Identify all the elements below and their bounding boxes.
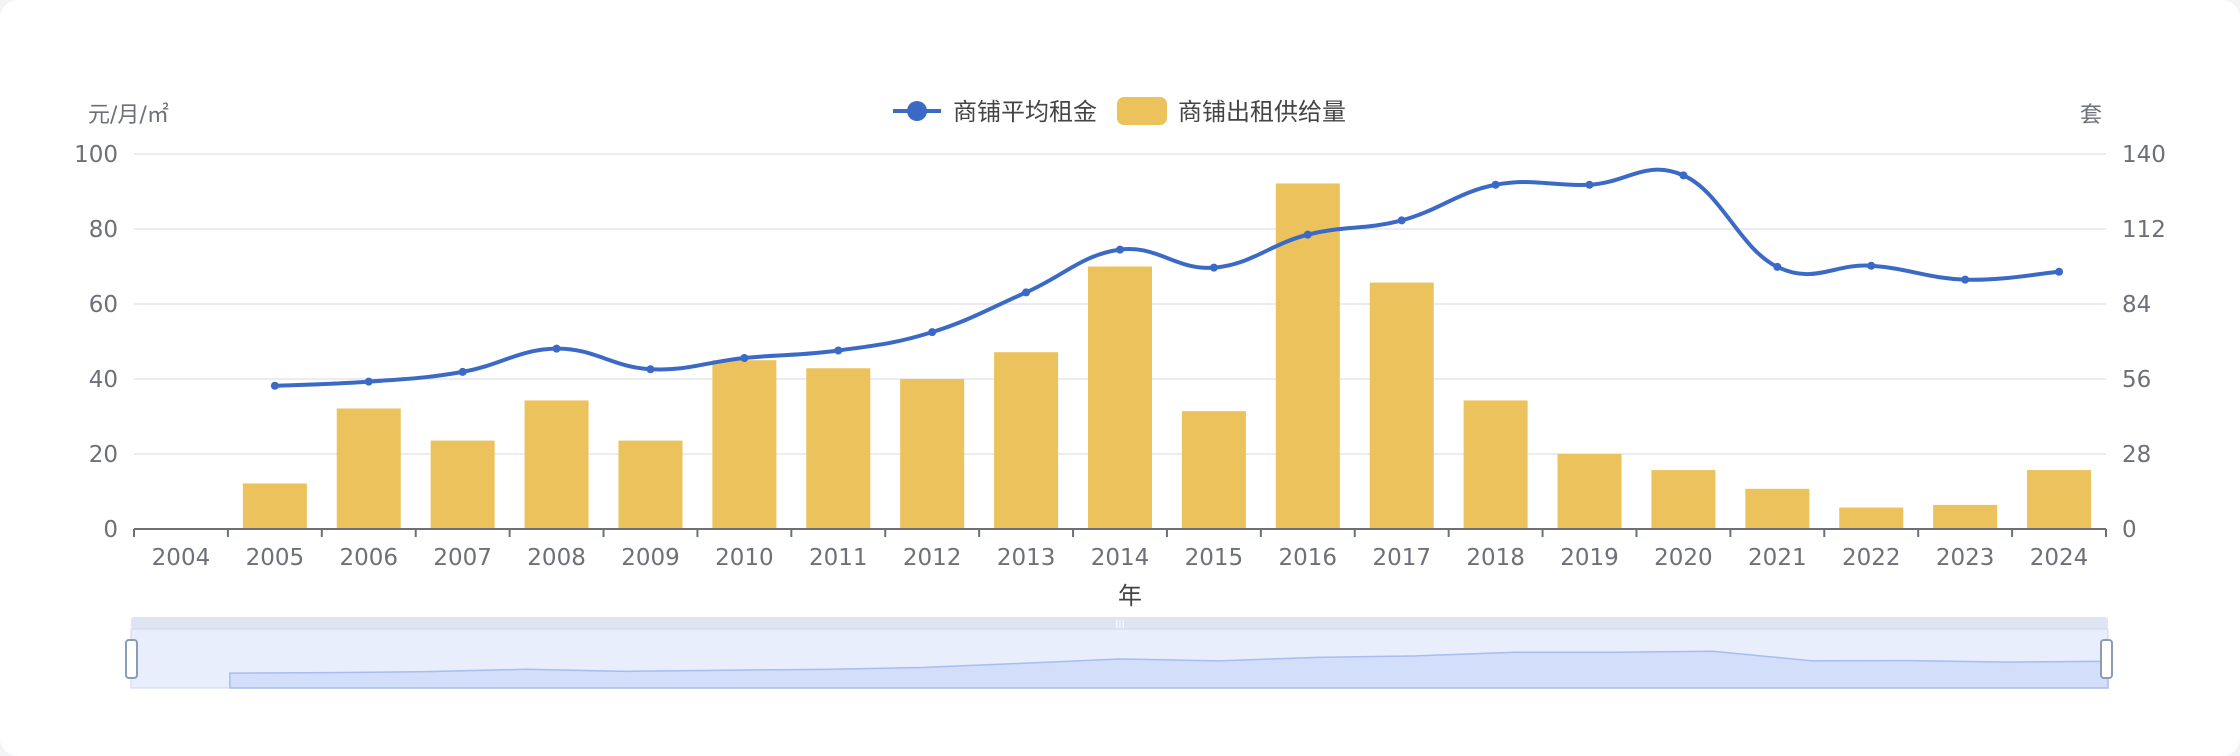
y-left-tick-label: 40 [89,367,118,393]
bar-2021[interactable] [1745,488,1810,529]
line-point-2017[interactable] [1397,216,1406,225]
x-tick-label: 2020 [1654,545,1713,571]
line-point-2014[interactable] [1116,245,1124,254]
bar-2012[interactable] [900,379,965,529]
line-point-2013[interactable] [1022,288,1031,297]
x-tick-label: 2004 [152,545,211,571]
line-point-2011[interactable] [834,346,843,355]
x-tick-label: 2016 [1279,545,1338,571]
rent-line[interactable] [274,167,2060,388]
y-left-tick-label: 60 [89,292,118,318]
x-tick-label: 2010 [715,545,774,571]
bar-2014[interactable] [1088,266,1152,530]
y-left-tick-label: 100 [74,142,118,168]
x-tick-label: 2012 [903,545,962,571]
bar-2008[interactable] [524,400,589,529]
line-point-2012[interactable] [928,328,937,337]
bar-2006[interactable] [336,408,401,529]
y-left-tick-label: 20 [89,442,118,468]
line-point-2008[interactable] [552,344,561,353]
bar-2015[interactable] [1181,411,1246,529]
line-point-2019[interactable] [1585,180,1594,189]
line-point-2018[interactable] [1491,180,1500,189]
bar-2009[interactable] [618,440,683,529]
zoom-grip-icon[interactable]: ||| [1115,619,1125,630]
y-right-tick-label: 28 [2122,442,2151,468]
legend-label-bar[interactable]: 商铺出租供给量 [1178,98,1346,126]
line-point-2010[interactable] [740,354,749,362]
x-tick-label: 2007 [433,545,492,571]
x-tick-label: 2022 [1842,545,1901,571]
y-left-tick-label: 0 [103,517,118,543]
x-tick-label: 2015 [1185,545,1244,571]
data-zoom-slider[interactable]: ||| [125,617,2113,689]
y-right-tick-label: 0 [2122,517,2137,543]
bar-2022[interactable] [1839,507,1904,529]
bar-2010[interactable] [712,360,777,529]
line-point-2023[interactable] [1961,275,1970,284]
x-tick-label: 2008 [527,545,586,571]
y-right-tick-label: 84 [2122,292,2151,318]
line-point-2020[interactable] [1679,171,1688,180]
zoom-handle-right[interactable] [2100,639,2113,679]
x-tick-label: 2023 [1936,545,1995,571]
x-tick-label: 2009 [621,545,680,571]
zoom-handle-left[interactable] [125,639,138,679]
bar-2005[interactable] [242,483,307,529]
bar-2017[interactable] [1369,282,1434,529]
x-tick-label: 2005 [246,545,305,571]
line-point-2021[interactable] [1773,262,1782,271]
bar-2018[interactable] [1463,400,1528,529]
right-axis-title: 套 [2080,103,2102,128]
bar-2007[interactable] [430,440,495,529]
x-axis-title: 年 [1118,582,1142,610]
line-point-2006[interactable] [364,377,373,386]
y-right-tick-label: 140 [2122,142,2166,168]
zoom-preview-area [229,650,2109,689]
bar-2019[interactable] [1557,454,1622,529]
line-point-2015[interactable] [1209,263,1218,272]
x-tick-label: 2019 [1560,545,1619,571]
line-point-2024[interactable] [2055,267,2064,276]
x-tick-label: 2024 [2030,545,2089,571]
y-left-tick-label: 80 [89,217,118,243]
bar-2024[interactable] [2027,470,2092,529]
x-tick-label: 2006 [339,545,398,571]
legend-bar-symbol[interactable] [1117,97,1167,125]
line-point-2007[interactable] [458,367,467,376]
bar-2013[interactable] [994,352,1059,529]
bar-2020[interactable] [1651,470,1716,529]
x-tick-label: 2013 [997,545,1056,571]
line-point-2009[interactable] [646,365,655,374]
line-point-2005[interactable] [270,381,279,390]
x-tick-label: 2021 [1748,545,1807,571]
line-point-2022[interactable] [1867,261,1876,270]
zoom-top-bar[interactable] [131,617,2108,629]
line-point-2016[interactable] [1303,230,1312,239]
bar-2011[interactable] [806,368,871,529]
left-axis-title: 元/月/㎡ [88,102,169,128]
bar-2023[interactable] [1933,504,1998,529]
y-right-tick-label: 112 [2122,217,2166,243]
legend-label-line[interactable]: 商铺平均租金 [953,98,1097,126]
legend-line-marker[interactable] [907,101,927,121]
x-tick-label: 2017 [1372,545,1431,571]
x-tick-label: 2014 [1091,545,1150,571]
x-tick-label: 2011 [809,545,868,571]
y-right-tick-label: 56 [2122,367,2151,393]
x-tick-label: 2018 [1466,545,1525,571]
